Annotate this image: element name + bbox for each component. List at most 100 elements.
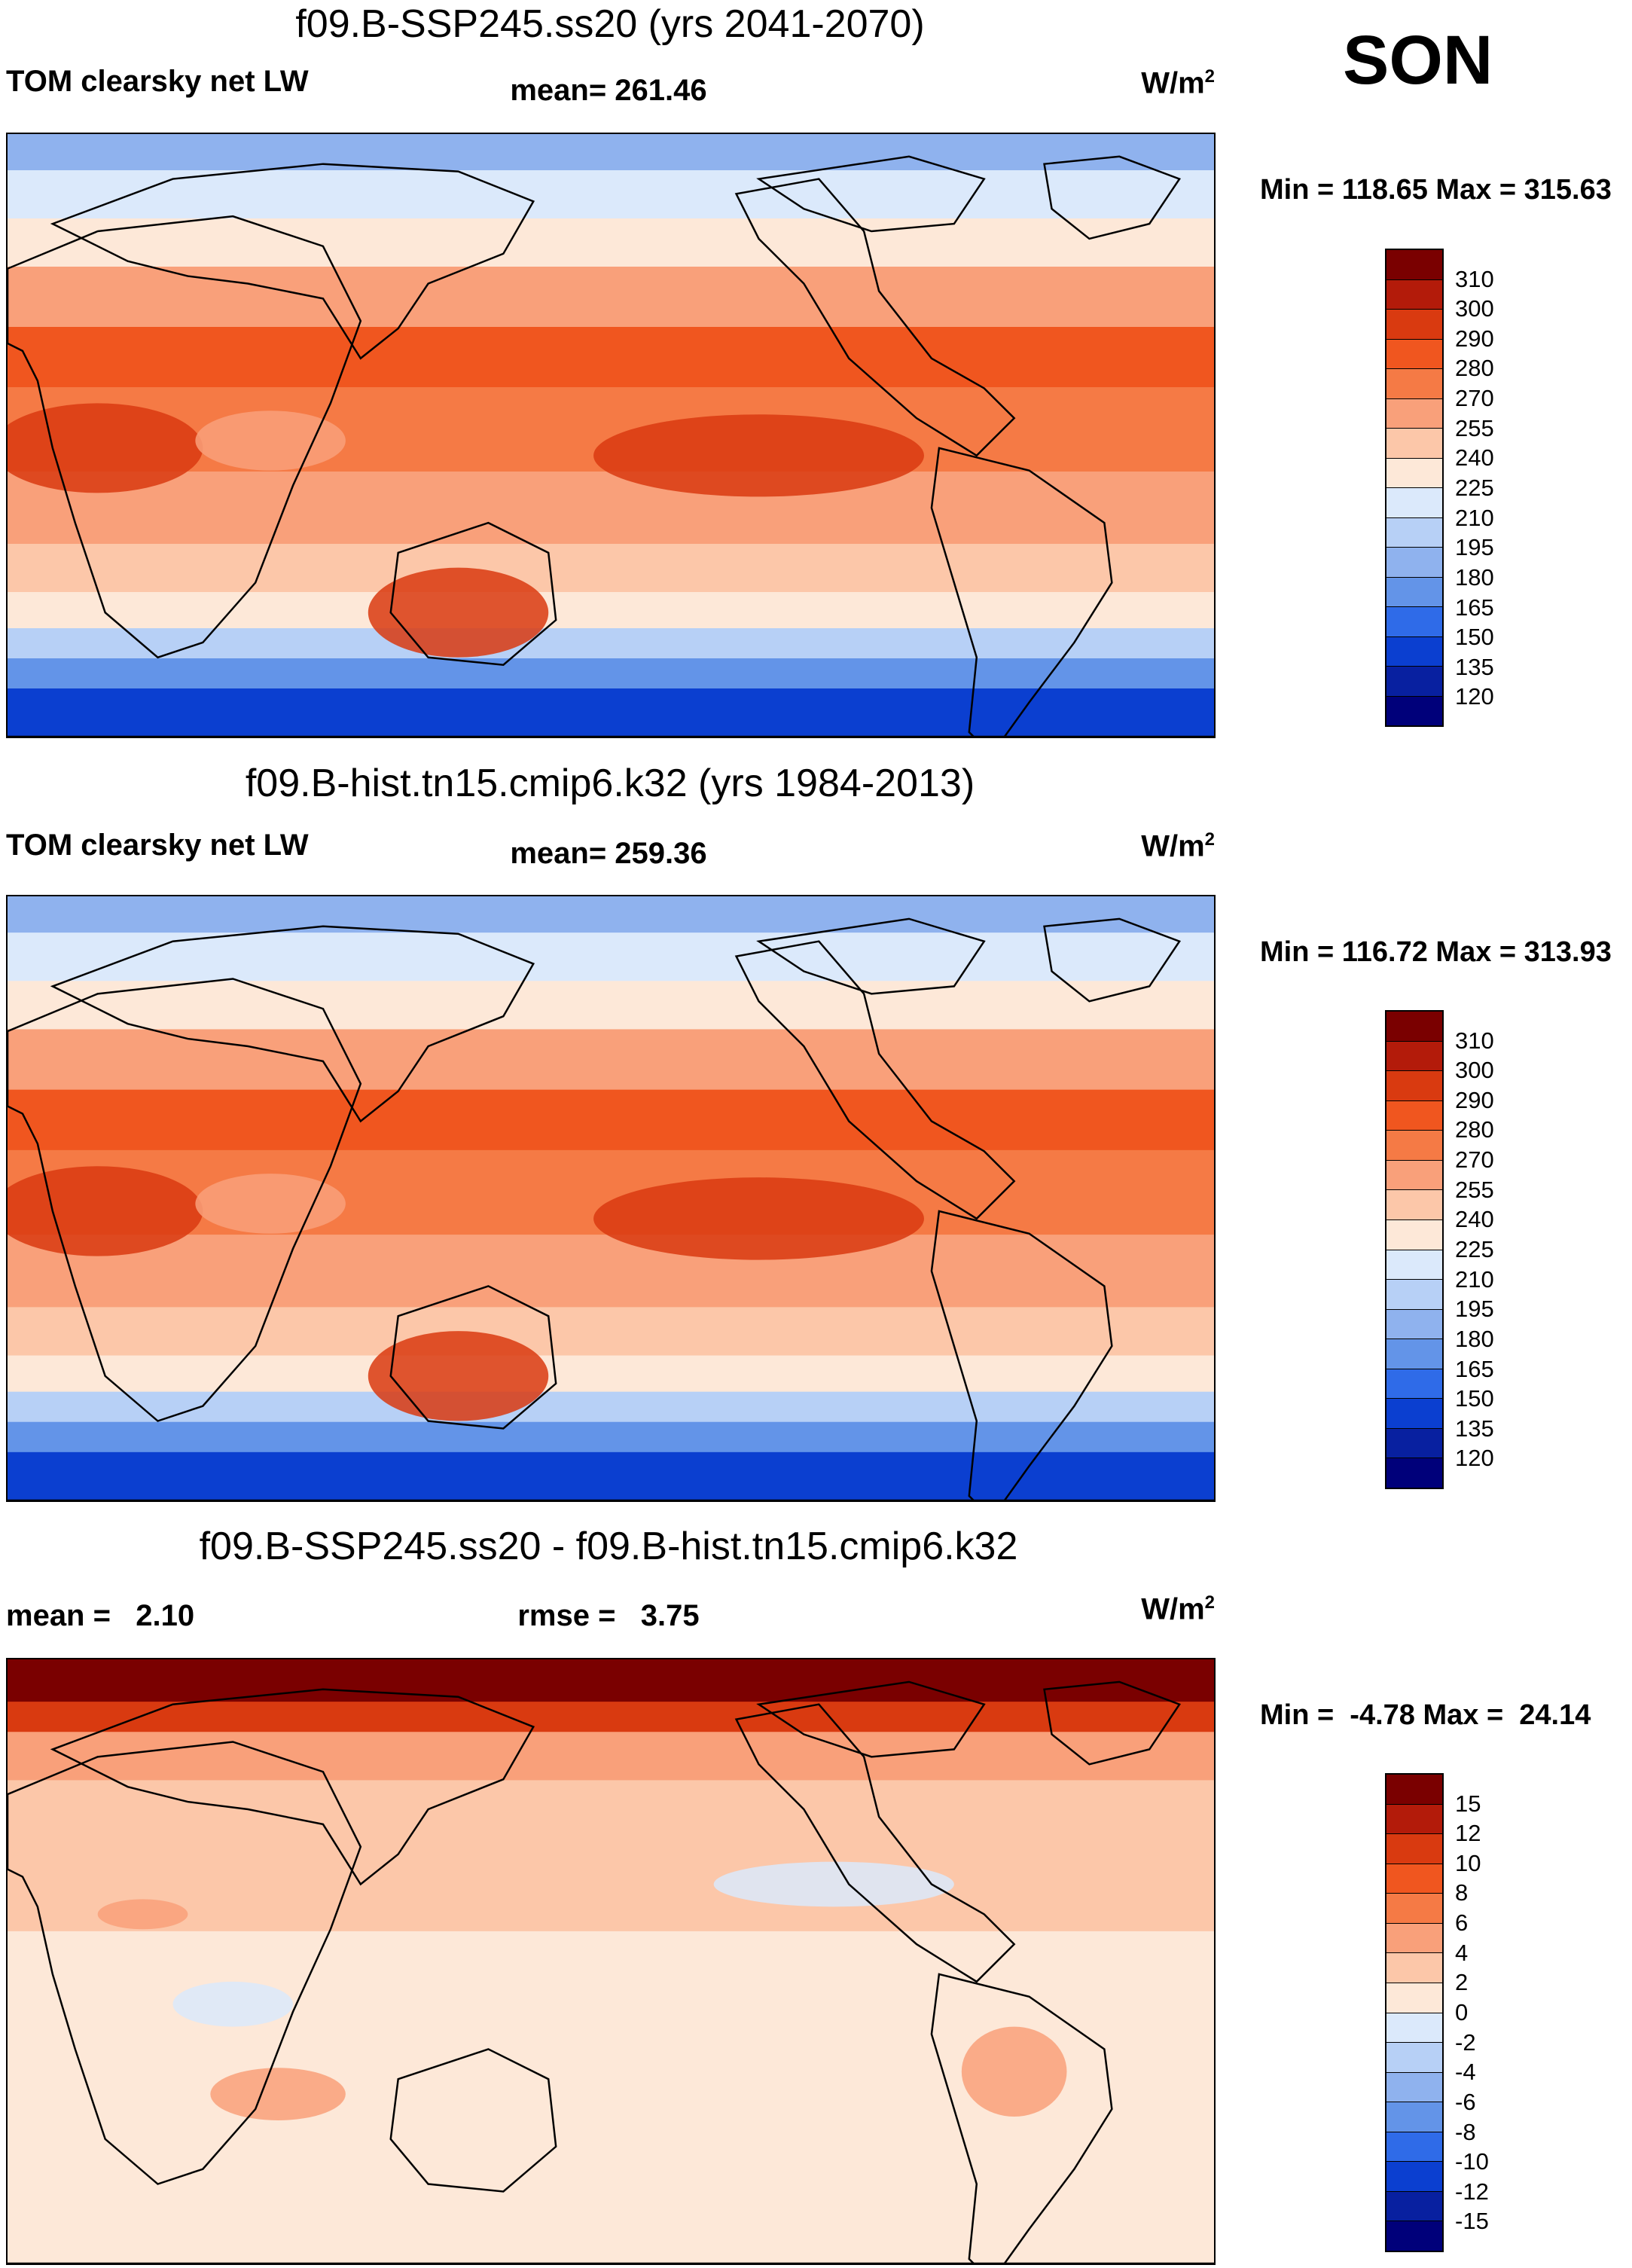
panel-1-title: f09.B-SSP245.ss20 (yrs 2041-2070) (295, 2, 925, 46)
colorbar-cell (1386, 666, 1442, 696)
colorbar-cell (1386, 398, 1442, 428)
coastline (50, 925, 535, 1123)
colorbar-cell (1386, 2161, 1442, 2191)
map-contour-feature (713, 1861, 954, 1907)
coastline (50, 1688, 535, 1886)
map-contour-feature (593, 1177, 924, 1260)
colorbar-cell (1386, 1130, 1442, 1160)
coastline (1043, 1680, 1182, 1766)
map-contour-band (8, 472, 1214, 545)
colorbar-cell (1386, 576, 1442, 606)
coastline (8, 978, 362, 1422)
colorbar-cell (1386, 1775, 1442, 1804)
map-contour-band (8, 1421, 1214, 1453)
panel-1-map (6, 133, 1216, 738)
colorbar-cell (1386, 2131, 1442, 2162)
colorbar-cell (1386, 606, 1442, 636)
map-contour-band (8, 544, 1214, 593)
panel-3-title: f09.B-SSP245.ss20 - f09.B-hist.tn15.cmip… (199, 1525, 1018, 1568)
coastline (756, 1680, 986, 1758)
panel-1-mean-label: mean= 261.46 (510, 74, 707, 107)
colorbar-cell (1386, 1249, 1442, 1280)
map-contour-band (8, 1307, 1214, 1357)
colorbar-cell (1386, 1279, 1442, 1309)
map-contour-band (8, 896, 1214, 934)
map-contour-band (8, 1029, 1214, 1091)
map-contour-band (8, 267, 1214, 328)
panel-2-variable-label: TOM clearsky net LW (6, 829, 309, 862)
colorbar-cell (1386, 1100, 1442, 1131)
coastline (756, 917, 986, 995)
coastline (1043, 155, 1182, 240)
colorbar-cell (1386, 1040, 1442, 1071)
panel-1-variable-label: TOM clearsky net LW (6, 65, 309, 98)
coastline (756, 155, 986, 233)
colorbar-cell (1386, 2190, 1442, 2221)
colorbar-cell (1386, 2221, 1442, 2251)
map-contour-feature (368, 1331, 549, 1421)
coastline (389, 2048, 557, 2193)
colorbar-cell (1386, 1922, 1442, 1953)
panel-1-minmax: Min = 118.65 Max = 315.63 (1260, 174, 1612, 206)
panel-1-colorbar (1385, 249, 1444, 727)
panel-3-units: W/m2 (1141, 1592, 1215, 1626)
map-contour-feature (368, 567, 549, 658)
map-contour-band (8, 134, 1214, 171)
colorbar-cell (1386, 1803, 1442, 1834)
map-contour-feature (593, 414, 924, 497)
coastline (389, 521, 557, 667)
colorbar-cell (1386, 1012, 1442, 1041)
panel-3-rmse-label: rmse = 3.75 (517, 1599, 700, 1632)
panel-2-units: W/m2 (1141, 829, 1215, 863)
colorbar-cell (1386, 1458, 1442, 1488)
map-contour-feature (8, 1166, 203, 1256)
map-contour-band (8, 1451, 1214, 1500)
colorbar-cell (1386, 1070, 1442, 1100)
colorbar-cell (1386, 487, 1442, 517)
colorbar-cell (1386, 2102, 1442, 2132)
colorbar-cell (1386, 1833, 1442, 1864)
coastline (389, 1285, 557, 1430)
colorbar-cell (1386, 1159, 1442, 1190)
coastline (930, 1973, 1113, 2263)
map-contour-band (8, 1732, 1214, 1781)
map-contour-feature (8, 403, 203, 493)
coastline (930, 447, 1113, 737)
map-contour-feature (97, 1899, 188, 1930)
colorbar-cell (1386, 250, 1442, 279)
colorbar-cell (1386, 1982, 1442, 2013)
map-contour-feature (172, 1981, 294, 2027)
map-contour-band (8, 1780, 1214, 1932)
colorbar-cell (1386, 309, 1442, 339)
map-contour-feature (195, 411, 346, 471)
map-contour-band (8, 1391, 1214, 1423)
map-contour-band (8, 2202, 1214, 2263)
colorbar-cell (1386, 2042, 1442, 2072)
map-contour-band (8, 327, 1214, 388)
colorbar-cell (1386, 1952, 1442, 1983)
map-contour-band (8, 1355, 1214, 1393)
coastline (1043, 917, 1182, 1003)
panel-2-colorbar-ticks: 310 300 290 280 270 255 240 225 210 195 180 165 150 1… (1455, 1027, 1494, 1472)
map-contour-band (8, 1659, 1214, 1703)
panel-2-minmax: Min = 116.72 Max = 313.93 (1260, 936, 1612, 968)
map-contour-band (8, 628, 1214, 659)
colorbar-cell (1386, 517, 1442, 547)
colorbar-cell (1386, 1398, 1442, 1428)
map-contour-band (8, 218, 1214, 267)
map-contour-band (8, 1702, 1214, 1733)
map-contour-band (8, 170, 1214, 219)
colorbar-cell (1386, 1339, 1442, 1369)
map-contour-feature (210, 2068, 346, 2120)
panel-1-units: W/m2 (1141, 66, 1215, 100)
panel-3-mean-label: mean = 2.10 (6, 1599, 195, 1632)
colorbar-cell (1386, 2071, 1442, 2102)
coastline (8, 215, 362, 659)
panel-3-colorbar-ticks: 15 12 10 8 6 4 2 0 -2 -4 -6 -8 -10 -12 -15 (1455, 1790, 1489, 2235)
coastline (734, 178, 1016, 457)
map-contour-band (8, 688, 1214, 737)
map-contour-band (8, 933, 1214, 982)
colorbar-cell (1386, 1893, 1442, 1923)
panel-1-colorbar-ticks: 310 300 290 280 270 255 240 225 210 195 180 165 150 1… (1455, 265, 1494, 710)
map-contour-band (8, 592, 1214, 629)
